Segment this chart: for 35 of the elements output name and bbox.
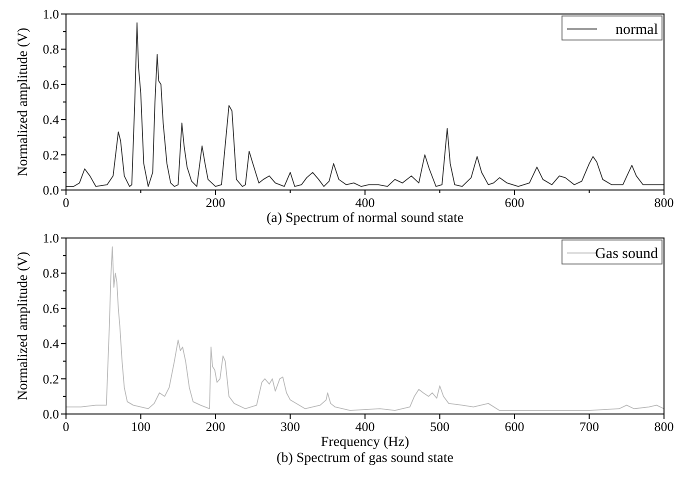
y-tick-label: 0.8 [42, 266, 59, 281]
y-tick-label: 0.2 [42, 147, 59, 162]
x-tick-label: 400 [355, 419, 375, 434]
x-tick-label: 600 [504, 419, 524, 434]
text: (b) Spectrum of gas sound state [276, 451, 454, 466]
text: 0.0 [42, 406, 59, 422]
x-tick-label: 500 [430, 419, 450, 434]
y-axis-title: Normalized amplitude (V) [16, 27, 31, 176]
x-tick-label: 200 [206, 419, 226, 434]
text: 0.0 [42, 182, 59, 198]
y-tick-label: 0.6 [42, 300, 60, 316]
x-tick-label: 400 [355, 195, 375, 210]
x-tick-label: 800 [654, 419, 674, 434]
y-tick-label: 0.4 [42, 336, 60, 352]
x-tick-label: 100 [131, 419, 150, 434]
x-tick-label: 200 [206, 195, 226, 210]
y-tick-label: 0.6 [42, 76, 60, 92]
x-tick-label: 300 [280, 419, 300, 434]
y-tick-label: 0.4 [42, 112, 60, 128]
line-series [66, 22, 664, 187]
x-tick-label: 800 [654, 195, 674, 210]
x-tick-label: 0 [62, 195, 70, 210]
y-axis-title: Normalized amplitude (V) [16, 251, 31, 400]
legend-label: normal [616, 22, 658, 38]
y-tick-label: 0.8 [42, 42, 59, 57]
y-tick-label: 0.2 [42, 371, 59, 386]
line-series [66, 246, 664, 411]
text: (a) Spectrum of normal sound state [266, 211, 464, 226]
y-tick-label: 1.0 [42, 6, 59, 22]
x-axis-title: Frequency (Hz) [320, 435, 410, 450]
x-tick-label: 600 [504, 195, 524, 210]
legend-label: Gas sound [595, 246, 658, 262]
x-tick-label: 0 [62, 419, 70, 434]
x-tick-label: 700 [580, 419, 599, 434]
y-tick-label: 1.0 [42, 230, 59, 246]
